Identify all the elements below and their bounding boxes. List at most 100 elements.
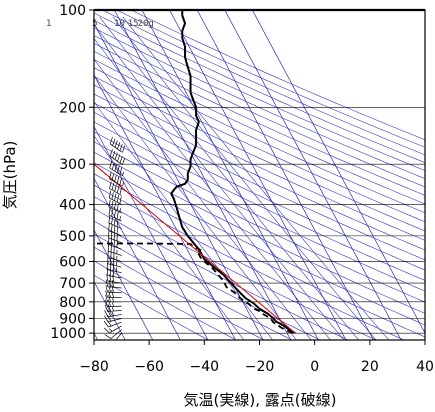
dry-adiabats [94,10,425,340]
parcel-series-line [94,163,296,334]
wind-barb [103,325,122,334]
isotherm-line [94,177,181,340]
y-tick-label: 600 [59,254,86,270]
dry-adiabat-line [94,102,425,261]
wind-barb [103,319,122,328]
wind-barb [105,285,122,294]
wind-barb [104,304,122,312]
dry-adiabat-line [94,233,293,340]
mixing-ratio-label: 20g [138,19,154,29]
dry-adiabat-line [94,141,425,303]
wind-barbs [103,136,126,340]
dry-adiabat-line [94,50,425,205]
wind-barb [115,332,122,340]
x-tick-label: −40 [190,359,220,375]
dry-adiabat-line [94,131,425,292]
x-axis-label: 気温(実線), 露点(破線) [184,391,337,409]
isotherm-line [141,10,319,340]
y-tick-label: 400 [59,198,86,214]
wind-barb [105,299,122,307]
isotherms [94,10,425,340]
wind-barb [107,256,122,268]
mixing-ratio-line [94,101,273,340]
x-tick-label: 20 [361,359,379,375]
temperature-series-line [170,10,296,335]
sounding-series [94,10,296,335]
wind-barb [109,136,126,153]
y-tick-label: 200 [59,100,86,116]
isotherm-line [94,280,126,340]
dry-adiabat-line [94,274,209,340]
dry-adiabat-line [94,59,425,214]
x-tick-label: 0 [310,359,319,375]
isotherm-line [224,10,402,340]
dry-adiabat-line [94,260,237,340]
y-tick-label: 900 [59,311,86,327]
mixing-ratio-label: 5 [92,19,97,29]
mixing-ratio-line [122,16,389,340]
isotherm-line [94,229,154,340]
wind-barb [108,230,122,244]
isotherm-line [94,125,209,340]
mixing-ratio-label: 10 [114,19,125,29]
mixing-ratio-labels: 1 5 10 15 20g [46,19,154,29]
wind-barb [109,160,125,177]
isotherm-line [169,10,347,340]
dry-adiabat-line [94,27,425,180]
x-tick-label: 40 [416,359,434,375]
dry-adiabat-line [94,246,265,340]
plot-area [94,10,425,340]
x-tick-label: −80 [79,359,109,375]
isotherm-line [196,10,374,340]
isotherm-line [114,10,292,340]
wind-barb [108,207,122,222]
y-tick-label: 500 [59,229,86,245]
wind-barb [107,243,122,256]
wind-barb [108,190,122,205]
dry-adiabat-line [94,12,425,163]
mixing-ratio-line [99,16,359,340]
x-tick-label: −60 [134,359,164,375]
dewpoint-series-line [94,242,293,334]
dry-adiabat-line [94,220,321,340]
wind-barb [105,290,122,298]
wind-barb [104,314,122,323]
y-tick-label: 800 [59,295,86,311]
dry-adiabat-line [116,10,425,148]
mixing-ratio-label: 15 [128,19,139,29]
dry-adiabat-line [94,20,425,171]
wind-barb [109,181,122,196]
dry-adiabat-line [94,184,405,340]
wind-barb [104,309,122,318]
dry-adiabat-line [94,35,425,188]
dry-adiabat-line [94,208,349,340]
x-tick-label: −20 [245,359,275,375]
y-tick-label: 100 [59,3,86,19]
dry-adiabat-line [94,93,425,251]
pressure-gridlines [94,10,425,334]
dry-adiabat-line [94,75,425,232]
isotherm-line [94,74,236,340]
x-tick-labels: −80 −60 −40 −20 0 20 40 [79,340,434,375]
isotherm-line [251,10,425,334]
wind-barb [104,329,122,339]
wind-barb [105,294,122,303]
dry-adiabat-line [94,151,425,314]
dry-adiabat-line [94,84,425,241]
y-tick-label: 1000 [50,326,86,342]
wind-barb [108,223,122,237]
wind-barb [108,199,122,214]
y-axis-label: 気圧(hPa) [1,141,19,210]
wind-barb [109,171,124,187]
dry-adiabat-line [94,112,425,271]
dry-adiabat-line [94,121,425,281]
mixing-ratio-line [94,24,345,340]
wind-barb [109,149,126,165]
mixing-ratio-line [94,135,245,340]
dry-adiabat-line [94,42,425,196]
y-tick-label: 300 [59,157,86,173]
dry-adiabat-line [94,173,425,338]
dry-adiabat-line [94,67,425,223]
